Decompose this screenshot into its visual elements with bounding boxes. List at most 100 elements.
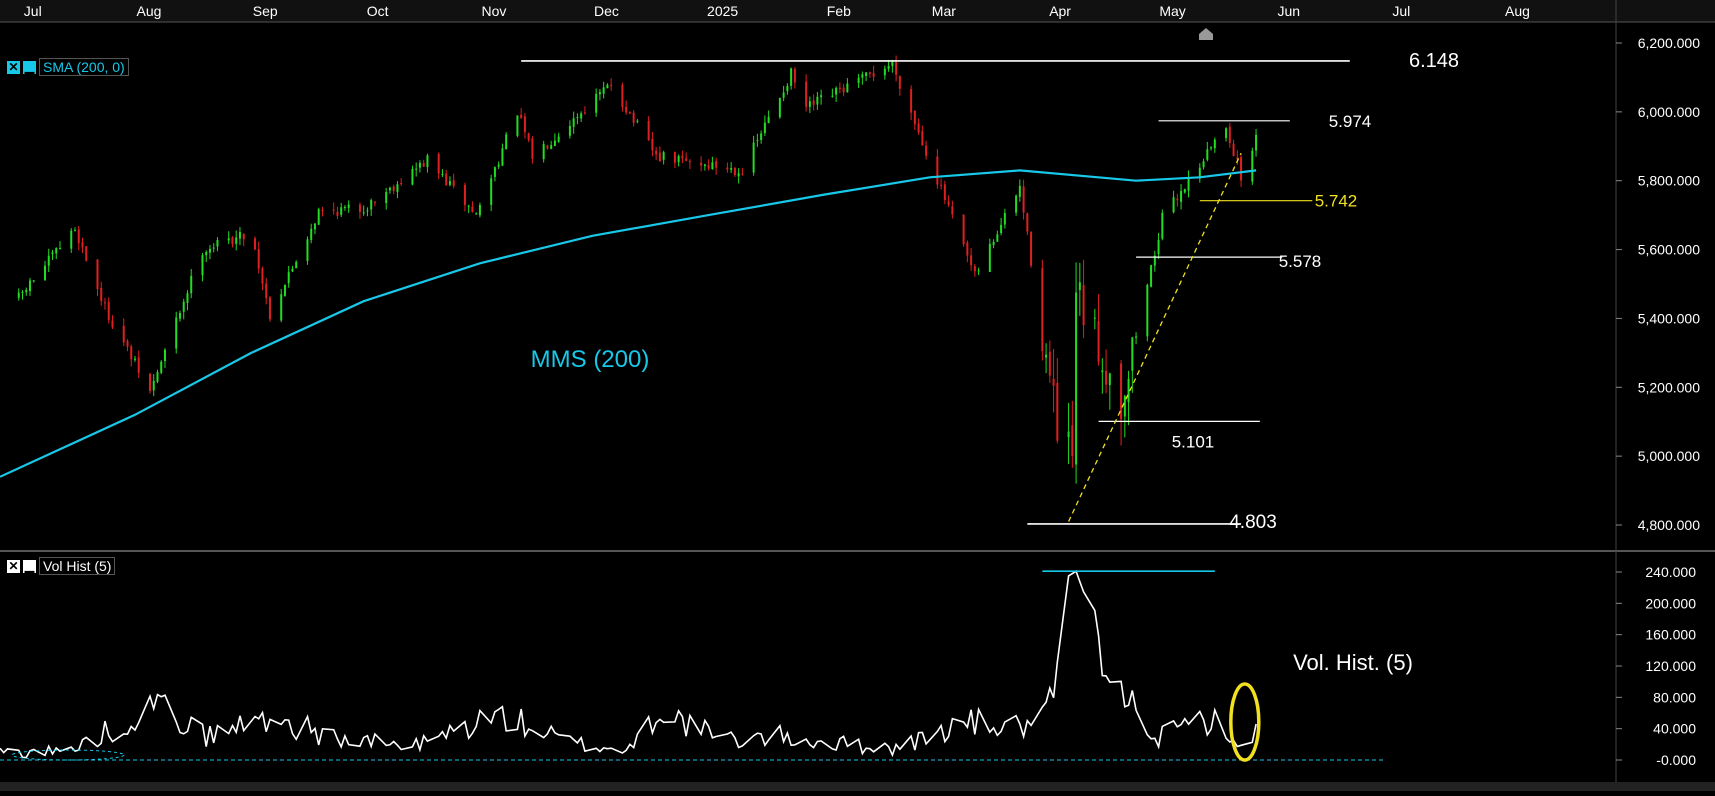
candle-body bbox=[347, 204, 350, 209]
candle-body bbox=[505, 134, 508, 150]
candle-body bbox=[388, 187, 391, 191]
candle-body bbox=[21, 292, 24, 294]
month-tick-label: Aug bbox=[1505, 3, 1530, 19]
candle-body bbox=[306, 239, 309, 261]
candle-body bbox=[793, 69, 796, 83]
candle-body bbox=[463, 184, 466, 205]
candle-body bbox=[231, 237, 234, 245]
candle-body bbox=[133, 358, 136, 360]
candle-body bbox=[205, 251, 208, 256]
month-tick-label: May bbox=[1159, 3, 1185, 19]
month-tick-label: Nov bbox=[481, 3, 506, 19]
candle-body bbox=[523, 116, 526, 132]
candle-body bbox=[178, 312, 181, 319]
candle-body bbox=[572, 118, 575, 127]
candle-body bbox=[268, 297, 271, 320]
candle-body bbox=[715, 161, 718, 168]
candle-body bbox=[467, 205, 470, 207]
candle-body bbox=[1105, 370, 1108, 385]
candle-body bbox=[1101, 370, 1104, 372]
price-axis-label: 5,000.000 bbox=[1638, 448, 1700, 464]
close-indicator-icon[interactable]: ✕ bbox=[7, 559, 20, 573]
candle-body bbox=[1210, 147, 1213, 149]
candle-body bbox=[212, 247, 215, 249]
volume-axis-label: -0.000 bbox=[1656, 752, 1696, 768]
candle-body bbox=[778, 97, 781, 118]
candle-body bbox=[137, 357, 140, 373]
minimize-indicator-icon[interactable]: ▁ bbox=[23, 60, 36, 74]
candle-body bbox=[1056, 382, 1059, 441]
candle-body bbox=[625, 106, 628, 113]
candle-body bbox=[763, 122, 766, 134]
candle-body bbox=[621, 84, 624, 107]
candle-body bbox=[681, 155, 684, 159]
month-tick-label: Feb bbox=[827, 3, 851, 19]
price-axis-label: 4,800.000 bbox=[1638, 517, 1700, 533]
candle-body bbox=[291, 268, 294, 272]
candle-body bbox=[186, 293, 189, 303]
candle-body bbox=[1153, 255, 1156, 266]
candle-body bbox=[310, 228, 313, 241]
candle-body bbox=[610, 84, 613, 86]
candle-body bbox=[741, 173, 744, 175]
candle-body bbox=[842, 87, 845, 93]
candle-body bbox=[336, 211, 339, 216]
sma-indicator-label[interactable]: SMA (200, 0) bbox=[39, 58, 129, 76]
vol-indicator-label[interactable]: Vol Hist (5) bbox=[39, 557, 116, 575]
price-axis-label: 5,600.000 bbox=[1638, 242, 1700, 258]
candle-body bbox=[1180, 191, 1183, 202]
candle-body bbox=[1108, 373, 1111, 386]
candle-body bbox=[208, 248, 211, 253]
candle-body bbox=[216, 239, 219, 247]
candle-body bbox=[283, 284, 286, 296]
vol-indicator-tag: ✕ ▁ Vol Hist (5) bbox=[7, 557, 116, 575]
candle-body bbox=[752, 142, 755, 173]
level-label: 5.742 bbox=[1315, 192, 1358, 211]
candle-body bbox=[662, 152, 665, 160]
candle-body bbox=[703, 164, 706, 167]
candle-body bbox=[595, 93, 598, 113]
candle-body bbox=[1232, 143, 1235, 157]
candle-body bbox=[1157, 239, 1160, 255]
time-axis-background bbox=[0, 0, 1715, 22]
candle-body bbox=[1228, 126, 1231, 143]
volume-axis-label: 80.000 bbox=[1653, 689, 1696, 705]
candle-body bbox=[516, 115, 519, 136]
candle-body bbox=[1213, 139, 1216, 149]
mms-200-label: MMS (200) bbox=[531, 346, 650, 373]
candle-body bbox=[531, 138, 534, 159]
candle-body bbox=[977, 270, 980, 272]
candle-body bbox=[947, 201, 950, 205]
candle-body bbox=[1251, 150, 1254, 182]
candle-body bbox=[227, 238, 230, 241]
candle-body bbox=[156, 372, 159, 382]
level-label: 6.148 bbox=[1409, 50, 1459, 72]
candle-body bbox=[111, 320, 114, 328]
candle-body bbox=[658, 152, 661, 162]
minimize-indicator-icon[interactable]: ▁ bbox=[23, 559, 36, 573]
candle-body bbox=[411, 168, 414, 185]
candle-body bbox=[448, 181, 451, 185]
close-indicator-icon[interactable]: ✕ bbox=[7, 60, 20, 74]
candle-body bbox=[501, 148, 504, 166]
candle-body bbox=[898, 75, 901, 89]
candle-body bbox=[910, 89, 913, 113]
candle-body bbox=[966, 242, 969, 256]
candle-body bbox=[805, 81, 808, 107]
candle-body bbox=[100, 288, 103, 302]
candle-body bbox=[32, 280, 35, 282]
candle-body bbox=[542, 144, 545, 160]
price-axis-label: 6,200.000 bbox=[1638, 35, 1700, 51]
candle-body bbox=[553, 140, 556, 146]
candle-body bbox=[835, 87, 838, 95]
candle-body bbox=[786, 86, 789, 92]
candle-body bbox=[868, 72, 871, 74]
candle-body bbox=[452, 180, 455, 186]
candle-body bbox=[925, 145, 928, 156]
candle-body bbox=[475, 213, 478, 215]
price-axis-label: 5,800.000 bbox=[1638, 173, 1700, 189]
sma-indicator-tag: ✕ ▁ SMA (200, 0) bbox=[7, 58, 129, 76]
candle-body bbox=[733, 168, 736, 175]
candle-body bbox=[861, 74, 864, 78]
